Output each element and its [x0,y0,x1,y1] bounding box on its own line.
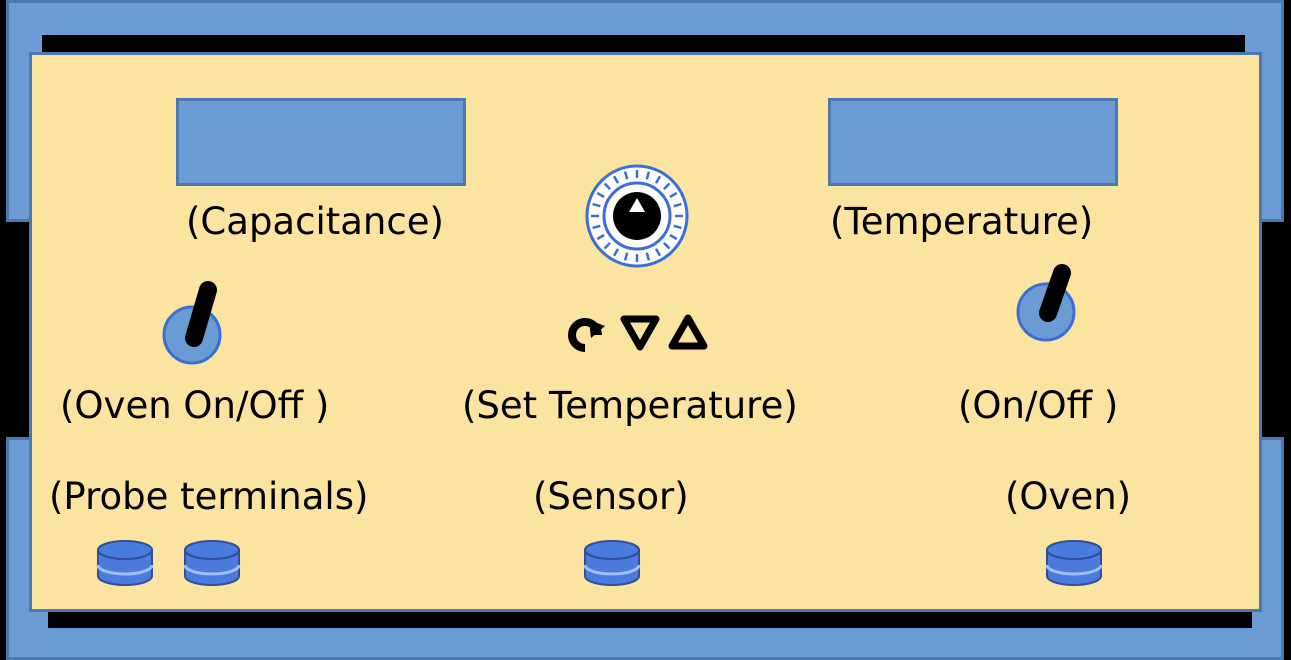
triangle-down-icon[interactable] [620,315,660,351]
temperature-display [828,98,1118,186]
probe-terminal-left[interactable] [96,538,154,588]
case-bottom-slot [48,612,1252,628]
power-toggle-switch[interactable] [1014,261,1080,351]
capacitance-display [176,98,466,186]
oven-label: (Oven) [1005,475,1132,518]
power-switch-label: (On/Off ) [958,384,1119,427]
triangle-up-icon[interactable] [668,314,708,350]
set-temperature-label: (Set Temperature) [462,384,798,427]
sensor-label: (Sensor) [533,475,689,518]
rotate-clockwise-icon[interactable] [565,314,609,354]
case-top-slot [42,35,1245,52]
oven-toggle-switch[interactable] [160,280,226,370]
oven-terminal[interactable] [1045,538,1103,588]
sensor-terminal[interactable] [583,538,641,588]
probe-terminal-right[interactable] [183,538,241,588]
probe-terminals-label: (Probe terminals) [49,475,369,518]
oven-switch-label: (Oven On/Off ) [60,384,330,427]
dial-knob-icon[interactable] [585,164,689,268]
capacitance-label: (Capacitance) [186,200,444,243]
temperature-label: (Temperature) [830,200,1094,243]
